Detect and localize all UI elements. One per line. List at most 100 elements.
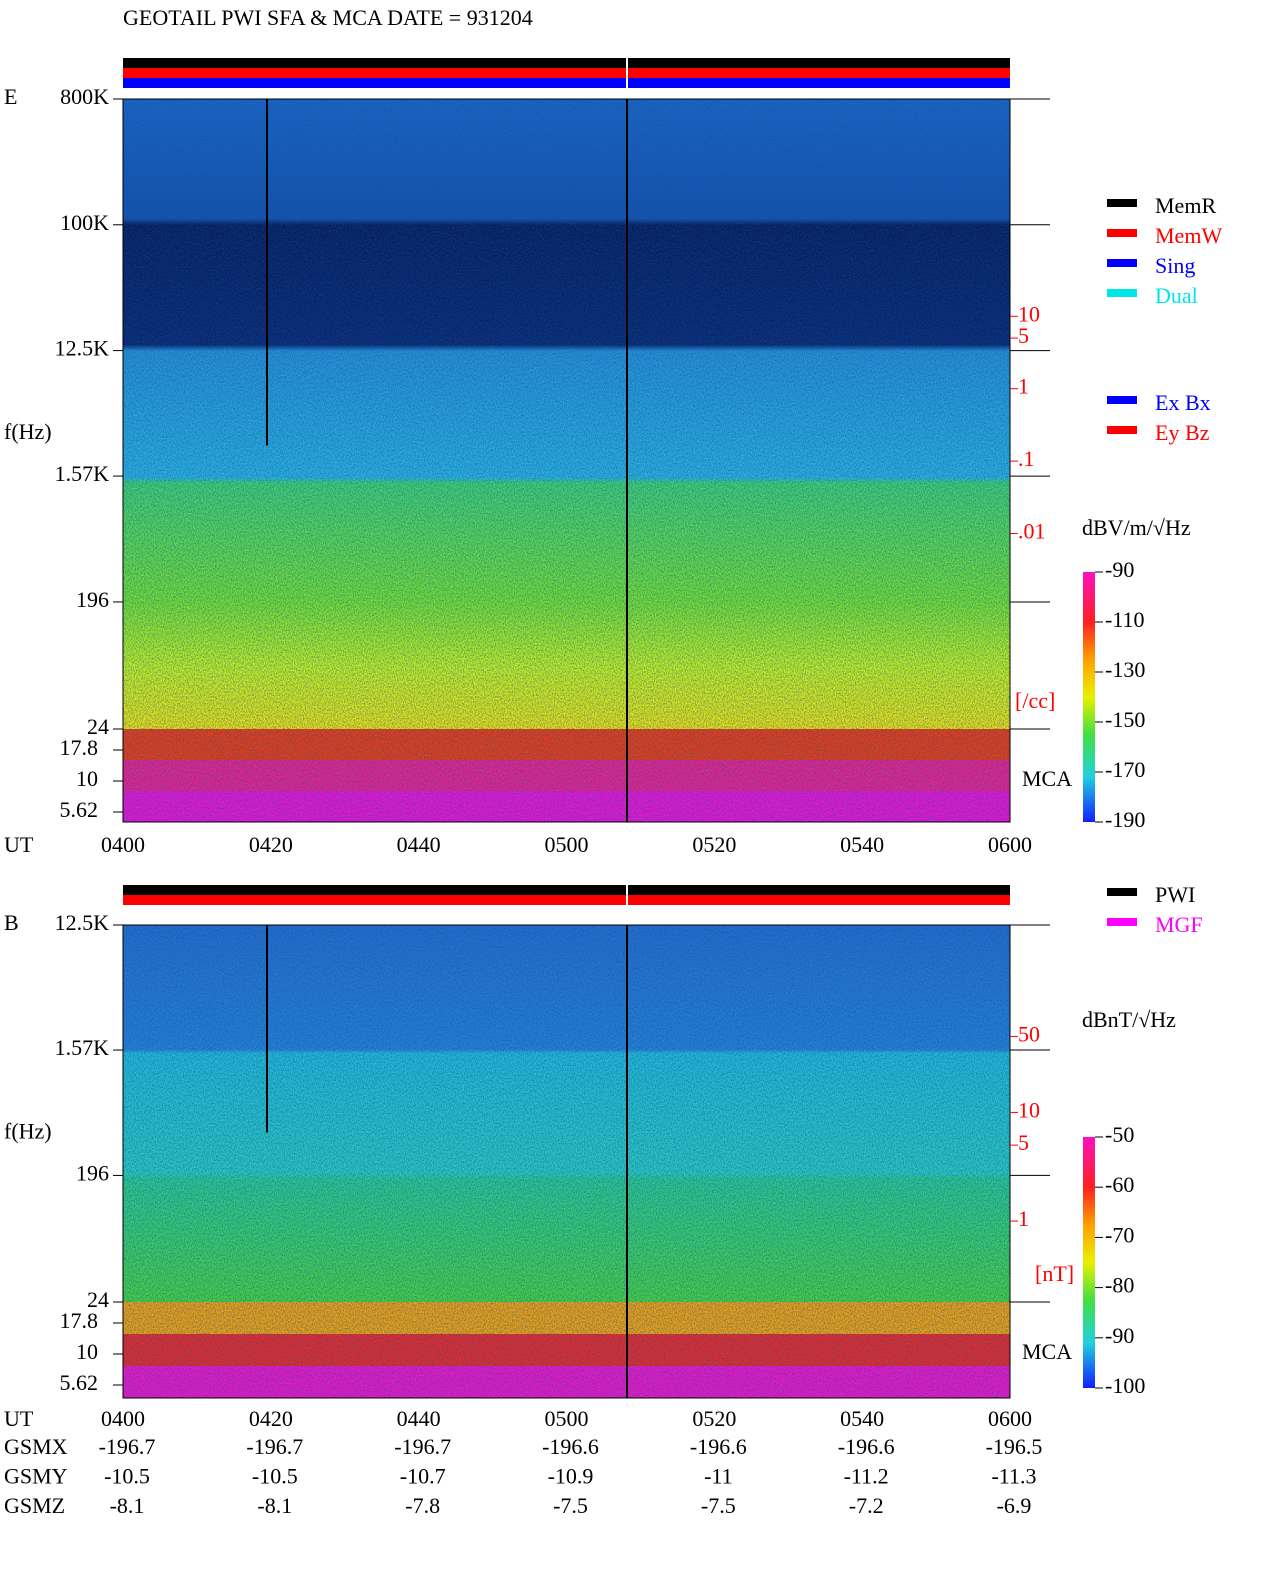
y-tick-label: 12.5K [55, 336, 110, 361]
y-axis-label: f(Hz) [4, 419, 52, 444]
colorbar-tick-label: -150 [1105, 707, 1145, 732]
density-tick-label: 10 [1018, 1097, 1040, 1122]
x-tick-label: 0400 [101, 1406, 145, 1431]
legend-swatch [1107, 229, 1137, 237]
colorbar-tick-label: -90 [1105, 1323, 1134, 1348]
legend-swatch [1107, 259, 1137, 267]
density-tick-label: 5 [1018, 1130, 1029, 1155]
ephemeris-value: -10.9 [548, 1464, 594, 1489]
density-tick-label: 1 [1018, 1206, 1029, 1231]
y-tick-label: 1.57K [55, 461, 110, 486]
legend-label: MGF [1155, 912, 1203, 937]
legend-label: Ey Bz [1155, 420, 1210, 445]
y-tick-label: 800K [60, 84, 109, 109]
colorbar-tick-label: -100 [1105, 1373, 1145, 1398]
ephemeris-value: -10.5 [104, 1464, 150, 1489]
mca-tick-label: 10 [76, 1339, 98, 1364]
ephemeris-value: -11.2 [844, 1464, 889, 1489]
ephemeris-value: -196.6 [838, 1434, 895, 1459]
ephemeris-value: -196.5 [986, 1434, 1043, 1459]
ephemeris-value: -7.8 [405, 1493, 440, 1518]
x-tick-label: 0500 [545, 832, 589, 857]
y-tick-label: 196 [76, 1160, 109, 1185]
legend-label: MemR [1155, 193, 1216, 218]
density-tick-label: .1 [1018, 446, 1035, 471]
colorbar-tick-label: -90 [1105, 557, 1134, 582]
ephemeris-value: -11 [704, 1464, 733, 1489]
panel-label: E [4, 84, 17, 109]
x-tick-label: 0440 [397, 1406, 441, 1431]
density-unit: [/cc] [1015, 688, 1055, 713]
status-bar [123, 885, 1010, 895]
colorbar-tick-label: -130 [1105, 657, 1145, 682]
status-bar [123, 68, 1010, 78]
legend-label: MemW [1155, 223, 1222, 248]
y-tick-label: 100K [60, 210, 109, 235]
mca-tick-label: 5.62 [60, 797, 99, 822]
ephemeris-value: -196.7 [99, 1434, 156, 1459]
y-tick-label: 196 [76, 587, 109, 612]
ephemeris-value: -6.9 [997, 1493, 1032, 1518]
mca-tick-label: 10 [76, 766, 98, 791]
ephemeris-value: -7.5 [701, 1493, 736, 1518]
status-bar [123, 895, 1010, 905]
legend-swatch [1107, 289, 1137, 297]
colorbar [1083, 1137, 1095, 1388]
y-axis-label: f(Hz) [4, 1119, 52, 1144]
x-tick-label: 0600 [988, 832, 1032, 857]
density-unit: [nT] [1035, 1261, 1074, 1286]
ephemeris-value: -10.7 [400, 1464, 446, 1489]
ephemeris-label: GSMZ [4, 1493, 65, 1518]
y-tick-label: 12.5K [55, 910, 110, 935]
chart-title: GEOTAIL PWI SFA & MCA DATE = 931204 [123, 5, 533, 30]
density-tick-label: 1 [1018, 374, 1029, 399]
x-tick-label: 0400 [101, 832, 145, 857]
colorbar-tick-label: -190 [1105, 807, 1145, 832]
ephemeris-value: -11.3 [991, 1464, 1036, 1489]
ephemeris-value: -10.5 [252, 1464, 298, 1489]
panel-label: B [4, 910, 19, 935]
ephemeris-value: -7.2 [849, 1493, 884, 1518]
y-tick-label: 24 [87, 714, 109, 739]
density-tick-label: 5 [1018, 323, 1029, 348]
x-tick-label: 0420 [249, 832, 293, 857]
legend-swatch [1107, 426, 1137, 434]
colorbar-label: dBnT/√Hz [1082, 1007, 1176, 1032]
panel: 24 196 1.57K 12.5K 17.8 10 5.62 Bf(Hz) MCA 0400 04… [4, 882, 1203, 1431]
x-tick-label: 0440 [397, 832, 441, 857]
colorbar [1083, 572, 1095, 822]
y-tick-label: 24 [87, 1287, 109, 1312]
legend-swatch [1107, 396, 1137, 404]
legend-label: PWI [1155, 882, 1195, 907]
x-axis-label: UT [4, 832, 34, 857]
density-tick-label: .01 [1018, 519, 1046, 544]
legend-swatch [1107, 888, 1137, 896]
status-bar [123, 78, 1010, 88]
mca-tick-label: 5.62 [60, 1370, 99, 1395]
colorbar-tick-label: -60 [1105, 1172, 1134, 1197]
mca-label: MCA [1022, 1339, 1072, 1364]
x-axis-label: UT [4, 1406, 34, 1431]
colorbar-label: dBV/m/√Hz [1082, 515, 1191, 540]
mca-label: MCA [1022, 766, 1072, 791]
mca-tick-label: 17.8 [60, 1308, 99, 1333]
x-tick-label: 0520 [692, 832, 736, 857]
legend-label: Sing [1155, 253, 1195, 278]
panel: 24 196 1.57K 12.5K 100K 800K 17.8 10 5.62 Ef(Hz) M… [4, 58, 1222, 857]
x-tick-label: 0600 [988, 1406, 1032, 1431]
x-tick-label: 0420 [249, 1406, 293, 1431]
x-tick-label: 0520 [692, 1406, 736, 1431]
mca-tick-label: 17.8 [60, 735, 99, 760]
legend-swatch [1107, 918, 1137, 926]
legend-label: Dual [1155, 283, 1198, 308]
texture [123, 99, 1010, 822]
colorbar-tick-label: -110 [1105, 607, 1145, 632]
status-bar [123, 58, 1010, 68]
x-tick-label: 0540 [840, 832, 884, 857]
density-tick-label: 50 [1018, 1021, 1040, 1046]
legend-label: Ex Bx [1155, 390, 1211, 415]
ephemeris-value: -7.5 [553, 1493, 588, 1518]
ephemeris-label: GSMX [4, 1434, 68, 1459]
colorbar-tick-label: -170 [1105, 757, 1145, 782]
